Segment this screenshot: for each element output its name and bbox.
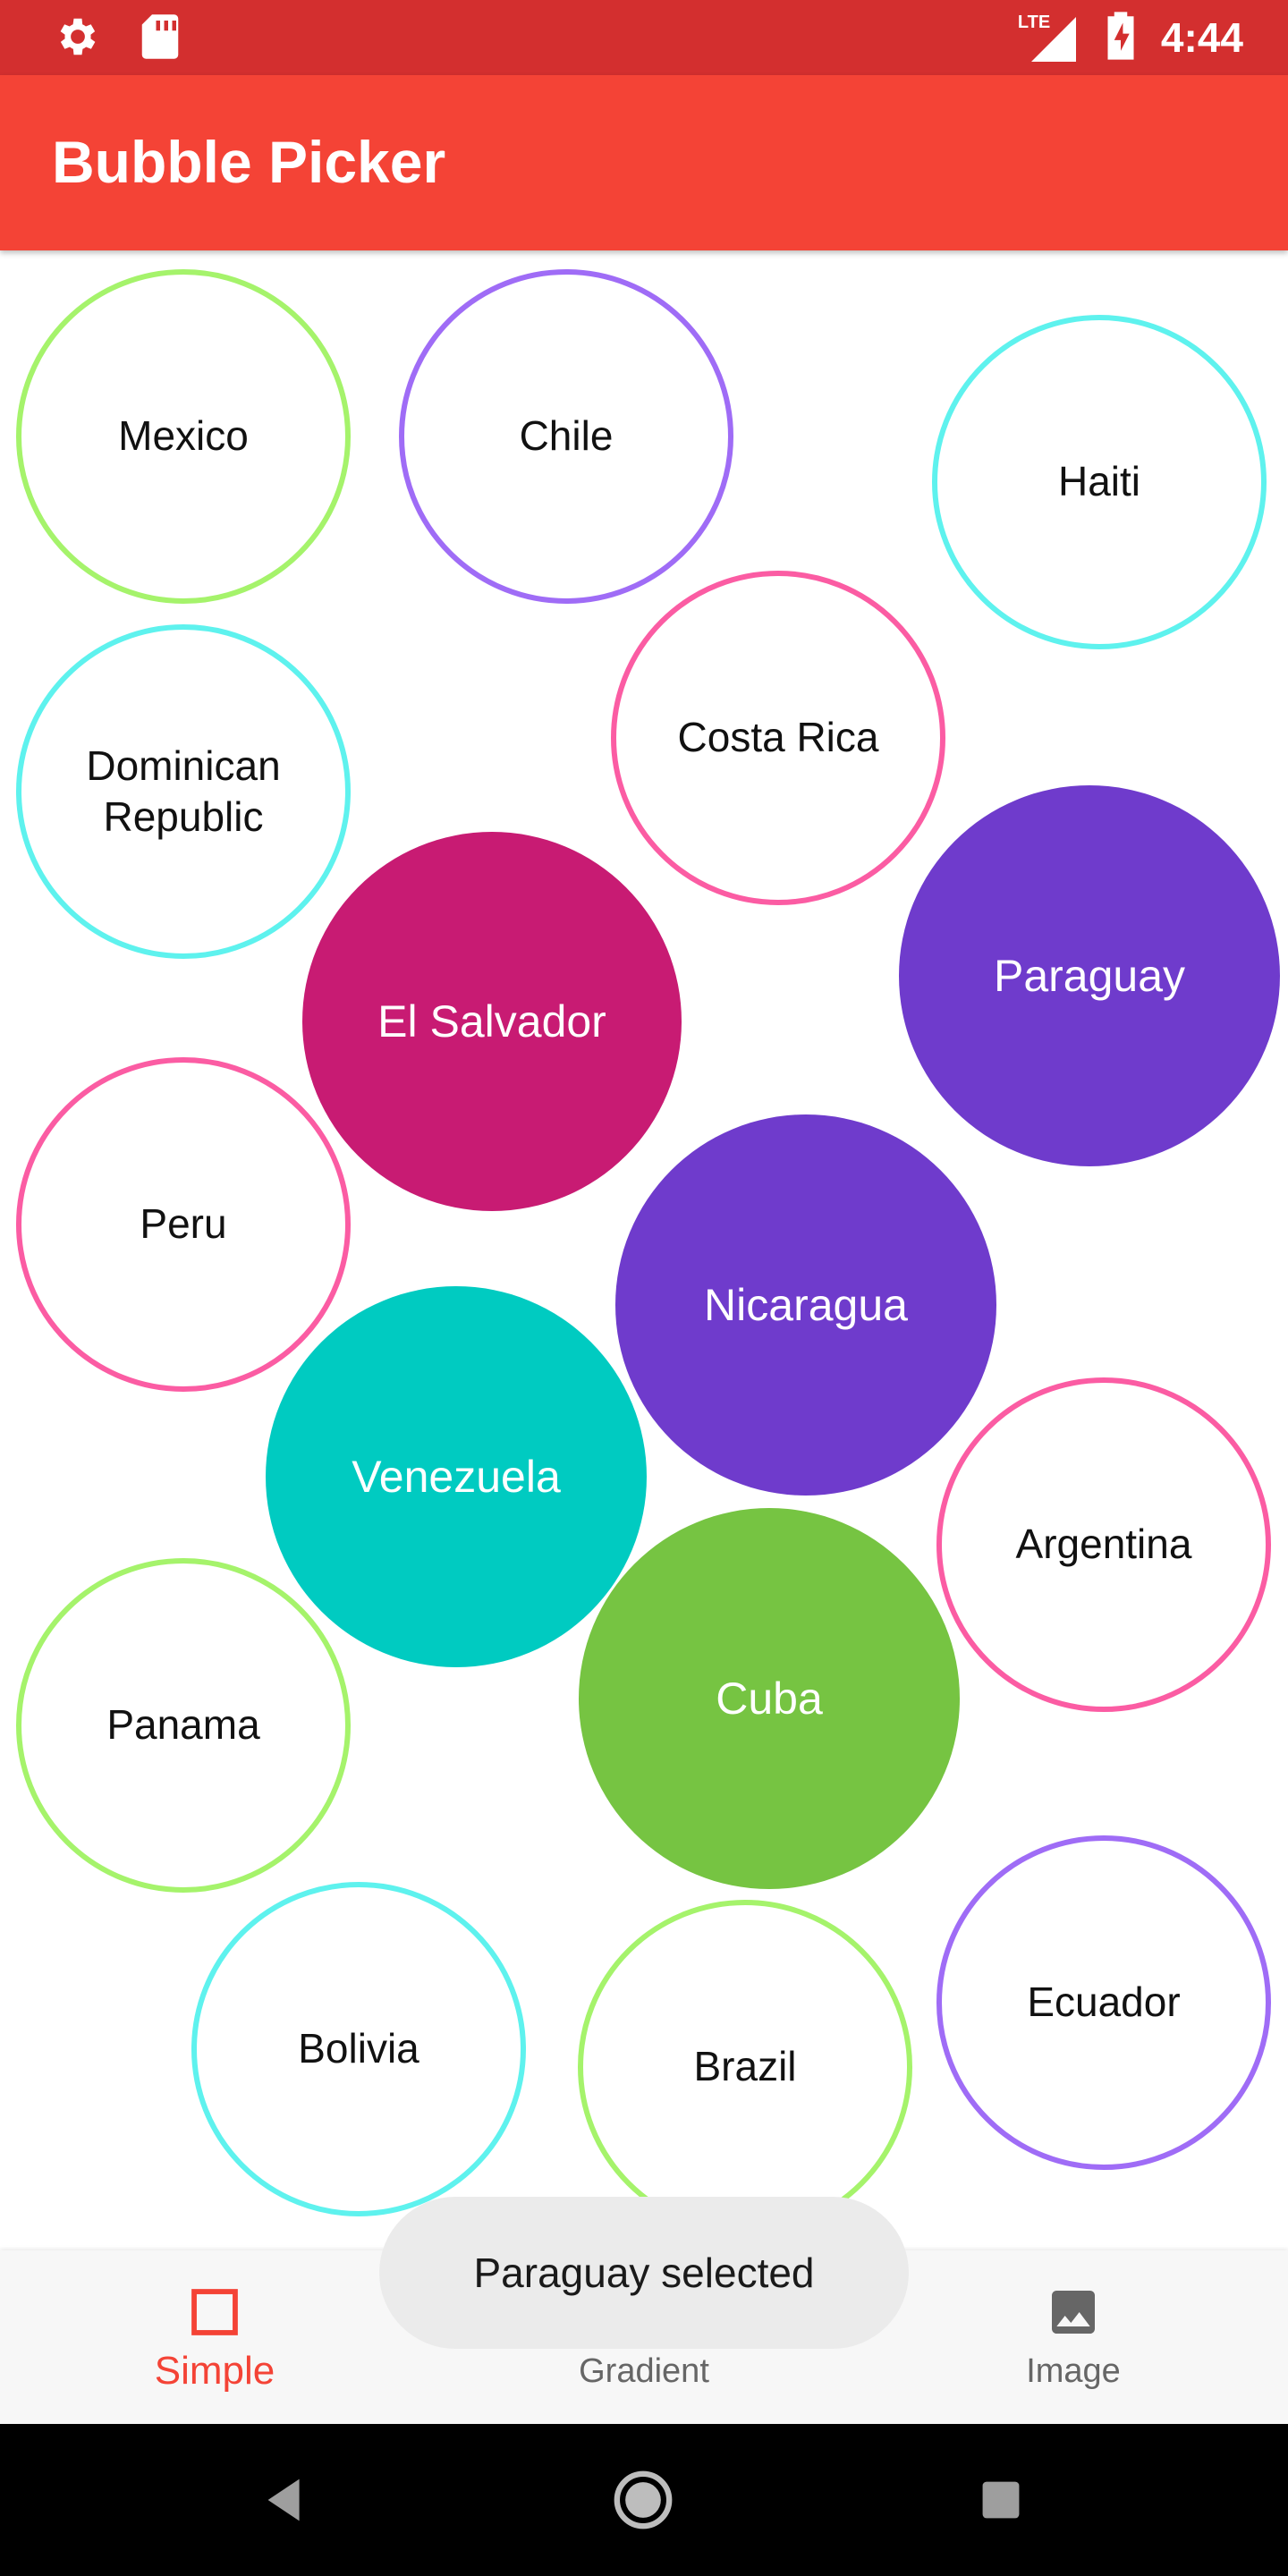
sd-card-icon xyxy=(140,13,181,65)
bubble-label: Argentina xyxy=(1015,1521,1192,1568)
bubble-chile[interactable]: Chile xyxy=(399,269,733,604)
nav-label-simple: Simple xyxy=(154,2349,275,2393)
bubble-brazil[interactable]: Brazil xyxy=(578,1900,912,2234)
bubble-canvas[interactable]: Mexico Chile Haiti Costa Rica Dominican … xyxy=(0,250,1288,2250)
nav-label-image: Image xyxy=(1026,2352,1121,2390)
bubble-label: Haiti xyxy=(1057,458,1141,505)
bubble-label: Ecuador xyxy=(1027,1979,1181,2026)
battery-charging-icon xyxy=(1106,10,1136,66)
nav-label-gradient: Gradient xyxy=(579,2352,709,2390)
bubble-label: Paraguay xyxy=(993,950,1186,1001)
settings-icon xyxy=(54,13,102,65)
signal-icon: LTE xyxy=(1018,9,1080,66)
bubble-peru[interactable]: Peru xyxy=(16,1057,351,1392)
bubble-venezuela[interactable]: Venezuela xyxy=(266,1286,647,1667)
app-bar: Bubble Picker xyxy=(0,75,1288,250)
bubble-label: Bolivia xyxy=(298,2025,419,2072)
bubble-label: Venezuela xyxy=(352,1451,561,1502)
home-icon[interactable] xyxy=(612,2469,674,2531)
toast-message: Paraguay selected xyxy=(379,2197,909,2349)
bubble-label: Nicaragua xyxy=(704,1279,908,1330)
bubble-mexico[interactable]: Mexico xyxy=(16,269,351,604)
bubble-paraguay[interactable]: Paraguay xyxy=(899,785,1280,1166)
status-time: 4:44 xyxy=(1160,14,1243,61)
bubble-bolivia[interactable]: Bolivia xyxy=(191,1882,526,2216)
image-icon xyxy=(1042,2281,1105,2343)
bubble-nicaragua[interactable]: Nicaragua xyxy=(615,1114,996,1496)
bubble-label: Peru xyxy=(140,1200,227,1248)
bubble-label: El Salvador xyxy=(377,996,606,1046)
bubble-label: Chile xyxy=(519,412,614,460)
bubble-ecuador[interactable]: Ecuador xyxy=(936,1835,1271,2170)
bubble-el-salvador[interactable]: El Salvador xyxy=(302,832,682,1211)
bubble-label: Costa Rica xyxy=(677,714,879,761)
bubble-label: Mexico xyxy=(118,412,249,460)
bubble-cuba[interactable]: Cuba xyxy=(579,1508,960,1889)
bubble-label: Brazil xyxy=(693,2043,797,2090)
recents-icon[interactable] xyxy=(970,2469,1032,2531)
bubble-dominican-republic[interactable]: Dominican Republic xyxy=(16,624,351,959)
square-outline-icon xyxy=(183,2281,246,2343)
nav-item-gradient[interactable]: Gradient xyxy=(429,2250,859,2424)
system-navigation-bar xyxy=(0,2424,1288,2576)
bubble-label: Cuba xyxy=(716,1673,823,1724)
nav-item-image[interactable]: Image xyxy=(859,2250,1288,2424)
bubble-panama[interactable]: Panama xyxy=(16,1558,351,1893)
back-icon[interactable] xyxy=(255,2469,318,2531)
network-type-label: LTE xyxy=(1017,13,1051,32)
bubble-label: Panama xyxy=(106,1701,260,1749)
status-bar: LTE 4:44 xyxy=(0,0,1288,75)
app-title: Bubble Picker xyxy=(52,129,446,195)
bubble-label: Dominican Republic xyxy=(86,741,281,841)
nav-item-simple[interactable]: Simple xyxy=(0,2250,429,2424)
bubble-costa-rica[interactable]: Costa Rica xyxy=(611,571,945,905)
bubble-haiti[interactable]: Haiti xyxy=(932,315,1267,649)
bubble-argentina[interactable]: Argentina xyxy=(936,1377,1271,1712)
